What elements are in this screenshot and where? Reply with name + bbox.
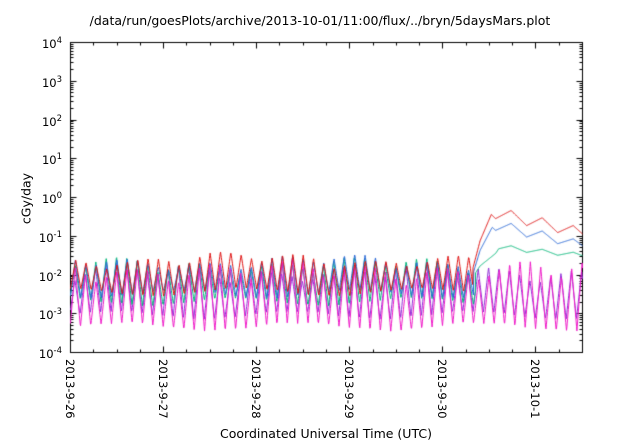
chart-title: /data/run/goesPlots/archive/2013-10-01/1…	[89, 13, 551, 28]
x-tick-label: 2013-9-29	[342, 359, 357, 419]
x-tick-label: 2013-9-26	[63, 359, 77, 419]
y-tick-label: 104	[41, 36, 62, 51]
y-tick-label: 102	[41, 113, 62, 129]
x-tick-label: 2013-9-30	[435, 359, 450, 419]
x-tick-label: 2013-9-28	[249, 359, 264, 419]
y-tick-label: 103	[41, 74, 62, 90]
y-tick-label: 100	[41, 191, 62, 206]
x-tick-label: 2013-10-1	[528, 359, 543, 419]
x-tick-label: 2013-9-27	[156, 359, 171, 419]
y-tick-label: 10-3	[38, 307, 62, 323]
y-tick-label: 101	[41, 152, 62, 168]
y-tick-label: 10-2	[38, 268, 62, 284]
y-tick-label: 10-4	[38, 346, 62, 361]
y-tick-label: 10-1	[38, 229, 62, 245]
x-axis-label: Coordinated Universal Time (UTC)	[220, 426, 432, 441]
